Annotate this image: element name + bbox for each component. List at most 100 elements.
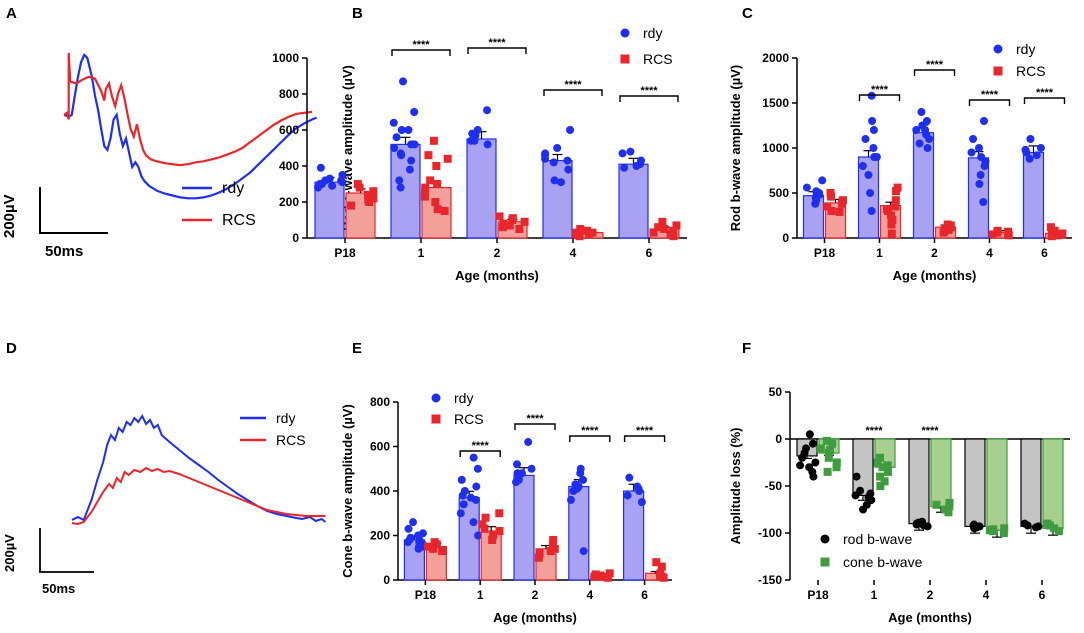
data-point-rcs — [591, 570, 600, 579]
scale-time: 50ms — [42, 581, 75, 596]
data-point-rdy — [1036, 144, 1045, 152]
x-tick-label: 1 — [871, 588, 878, 602]
significance-label: **** — [981, 89, 999, 101]
significance-label: **** — [472, 440, 490, 452]
data-point-cone-b-wave — [823, 467, 832, 476]
data-point-rdy — [566, 495, 575, 504]
data-point-rcs — [669, 226, 678, 235]
data-point-rdy — [818, 176, 827, 185]
x-tick-label: 6 — [646, 246, 653, 260]
data-point-rdy — [861, 135, 870, 143]
data-point-rdy — [864, 171, 873, 179]
data-point-rdy — [404, 524, 413, 533]
data-point-rdy — [483, 106, 492, 115]
data-point-rcs — [424, 151, 433, 160]
x-tick-label: P18 — [415, 588, 437, 602]
data-point-rdy — [563, 156, 572, 165]
data-point-rod-b-wave — [1020, 519, 1029, 528]
data-point-rcs — [596, 571, 605, 580]
data-point-rcs — [891, 202, 900, 211]
data-point-rcs — [431, 198, 440, 206]
data-point-rcs — [649, 228, 658, 237]
data-point-rcs — [430, 538, 439, 547]
scale-bar — [39, 528, 94, 573]
data-point-rdy — [976, 171, 985, 179]
significance-label: **** — [871, 84, 889, 96]
x-tick-label: P18 — [807, 588, 829, 602]
data-point-rdy — [338, 171, 347, 179]
data-point-rdy — [922, 117, 931, 125]
bar-rdy-6 — [618, 163, 649, 239]
data-point-rcs — [495, 212, 504, 221]
significance-bracket — [858, 94, 901, 101]
bar-rdy-4 — [967, 157, 990, 239]
y-tick-label: -50 — [765, 479, 783, 493]
x-tick-label: 2 — [927, 588, 934, 602]
data-point-rcs — [546, 547, 555, 556]
x-tick-label: P18 — [814, 246, 836, 260]
data-point-rdy — [917, 108, 926, 116]
data-point-rcs — [939, 228, 948, 237]
data-point-rod-b-wave — [811, 458, 820, 467]
data-point-rod-b-wave — [800, 449, 809, 458]
legend-marker-rdy — [620, 28, 630, 38]
legend-label: rod b-wave — [843, 531, 912, 547]
data-point-rdy — [390, 144, 399, 152]
data-point-rod-b-wave — [851, 491, 860, 500]
data-point-rdy — [328, 181, 337, 190]
x-tick-label: 4 — [983, 588, 990, 602]
data-point-rod-b-wave — [852, 472, 861, 481]
data-point-rdy — [1026, 135, 1035, 143]
data-point-rdy — [868, 117, 877, 125]
data-point-rdy — [867, 91, 876, 100]
legend-label: rdy — [1016, 41, 1035, 57]
bar-rod-b-wave-6 — [1020, 438, 1042, 528]
x-tick-label: 6 — [1041, 246, 1048, 260]
data-point-rcs — [488, 535, 497, 544]
data-point-rdy — [618, 149, 627, 158]
data-point-rdy — [975, 144, 984, 152]
bar-rod-b-wave-4 — [964, 438, 986, 528]
data-point-rdy — [620, 163, 629, 172]
data-point-rdy — [923, 144, 932, 152]
data-point-rdy — [975, 180, 984, 188]
significance-bracket — [1023, 97, 1066, 104]
data-point-rdy — [410, 108, 419, 116]
y-tick-label: 0 — [383, 573, 390, 587]
data-point-rdy — [969, 135, 978, 143]
data-point-rdy — [550, 176, 559, 185]
bar-rdy-2 — [466, 138, 497, 239]
x-tick-label: 6 — [641, 588, 648, 602]
data-point-rdy — [469, 518, 478, 527]
data-point-cone-b-wave — [832, 458, 841, 467]
data-point-rdy — [404, 126, 413, 134]
y-tick-label: -150 — [758, 573, 782, 587]
panel-c: C 0 500 1000 1500 2000 Age (months) Rod b-wave … — [728, 5, 1072, 283]
data-point-rcs — [426, 176, 435, 185]
data-point-rcs — [495, 527, 504, 536]
data-point-rcs — [480, 524, 489, 533]
data-point-rdy — [527, 464, 536, 473]
scale-time: 50ms — [45, 243, 83, 260]
data-point-cone-b-wave — [944, 508, 953, 517]
legend-marker-rcs — [620, 54, 630, 64]
y-tick-label: 400 — [370, 484, 390, 498]
data-point-rdy — [541, 149, 550, 158]
data-point-rcs — [655, 571, 664, 580]
data-point-rcs — [838, 196, 847, 205]
y-tick-label: 2000 — [762, 51, 789, 65]
data-point-cone-b-wave — [1050, 524, 1059, 533]
y-tick-label: 0 — [782, 231, 789, 245]
data-point-rcs — [669, 232, 678, 241]
data-point-cone-b-wave — [824, 453, 833, 462]
panel-label-f: F — [742, 340, 751, 357]
legend-marker-rod-b-wave — [820, 534, 830, 544]
data-point-rdy — [637, 498, 646, 507]
data-point-cone-b-wave — [880, 477, 889, 486]
data-point-cone-b-wave — [828, 439, 837, 448]
trace-rcs — [63, 52, 313, 167]
data-point-rdy — [469, 453, 478, 462]
data-point-rdy — [389, 118, 398, 127]
y-tick-label: 0 — [292, 231, 299, 245]
